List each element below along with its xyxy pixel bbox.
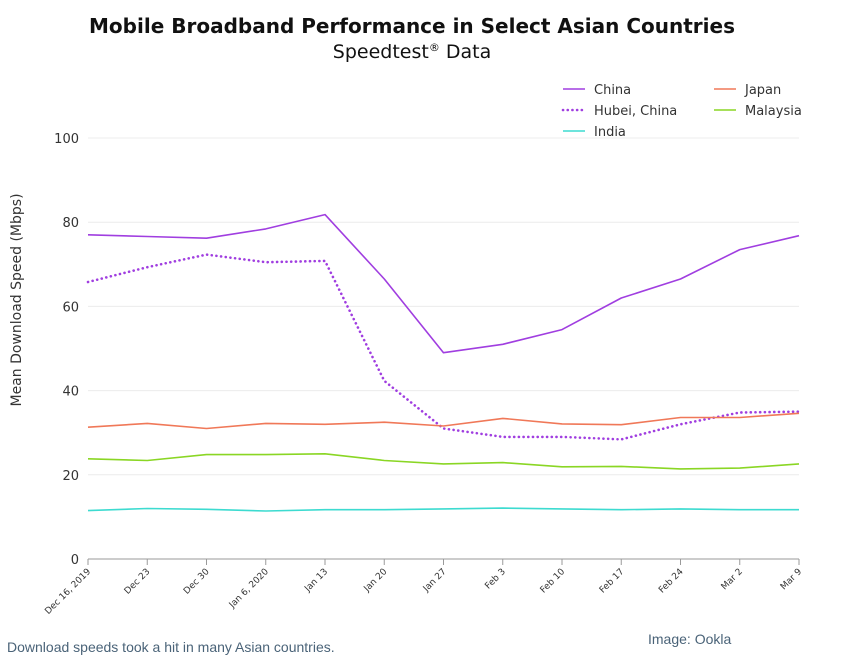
y-axis-ticks: 0 20 40 60 80 100 — [54, 132, 79, 568]
image-credit: Image: Ookla — [648, 631, 732, 647]
legend-label: Japan — [744, 83, 781, 98]
legend: China Hubei, China India Japan Malaysia — [561, 83, 802, 140]
caption: Download speeds took a hit in many Asian… — [7, 639, 335, 655]
x-tick-label: Mar 2 — [720, 567, 745, 592]
x-tick-label: Jan 20 — [362, 567, 390, 595]
legend-label: China — [594, 83, 631, 98]
series-line-malaysia — [87, 452, 800, 470]
y-tick-label: 20 — [62, 469, 79, 484]
y-tick-label: 80 — [62, 216, 79, 231]
y-tick-label: 0 — [71, 553, 79, 568]
chart-title: Mobile Broadband Performance in Select A… — [89, 14, 735, 38]
x-tick-label: Jan 27 — [421, 567, 449, 595]
x-tick-label: Feb 3 — [483, 567, 507, 591]
x-tick-label: Feb 24 — [657, 567, 686, 596]
y-tick-label: 40 — [62, 385, 79, 400]
x-tick-label: Jan 13 — [302, 567, 330, 595]
x-tick-label: Dec 23 — [123, 567, 153, 597]
registered-mark: ® — [429, 41, 440, 54]
series-line-china — [87, 213, 800, 354]
series-line-india — [87, 507, 799, 512]
legend-label: India — [594, 125, 626, 140]
x-tick-label: Dec 30 — [182, 567, 212, 597]
subtitle-main: Speedtest — [333, 41, 429, 63]
subtitle-suffix: Data — [440, 41, 491, 63]
series-group — [86, 213, 801, 512]
series-line-hubei-china — [86, 253, 801, 441]
x-tick-label: Feb 10 — [539, 567, 568, 596]
x-tick-label: Jan 6, 2020 — [227, 567, 271, 611]
y-axis-label: Mean Download Speed (Mbps) — [9, 193, 25, 406]
gridlines — [88, 137, 799, 476]
x-tick-label: Mar 9 — [779, 567, 804, 592]
x-tick-label: Dec 16, 2019 — [43, 567, 93, 617]
series-line-japan — [87, 412, 800, 430]
y-tick-label: 100 — [54, 132, 79, 147]
chart-subtitle: Speedtest® Data — [333, 41, 491, 63]
x-tick-label: Feb 17 — [598, 567, 626, 595]
legend-label: Malaysia — [745, 104, 802, 119]
x-axis: Dec 16, 2019 Dec 23 Dec 30 Jan 6, 2020 Jan 1… — [43, 558, 804, 617]
legend-label: Hubei, China — [594, 104, 677, 119]
y-tick-label: 60 — [62, 300, 79, 315]
